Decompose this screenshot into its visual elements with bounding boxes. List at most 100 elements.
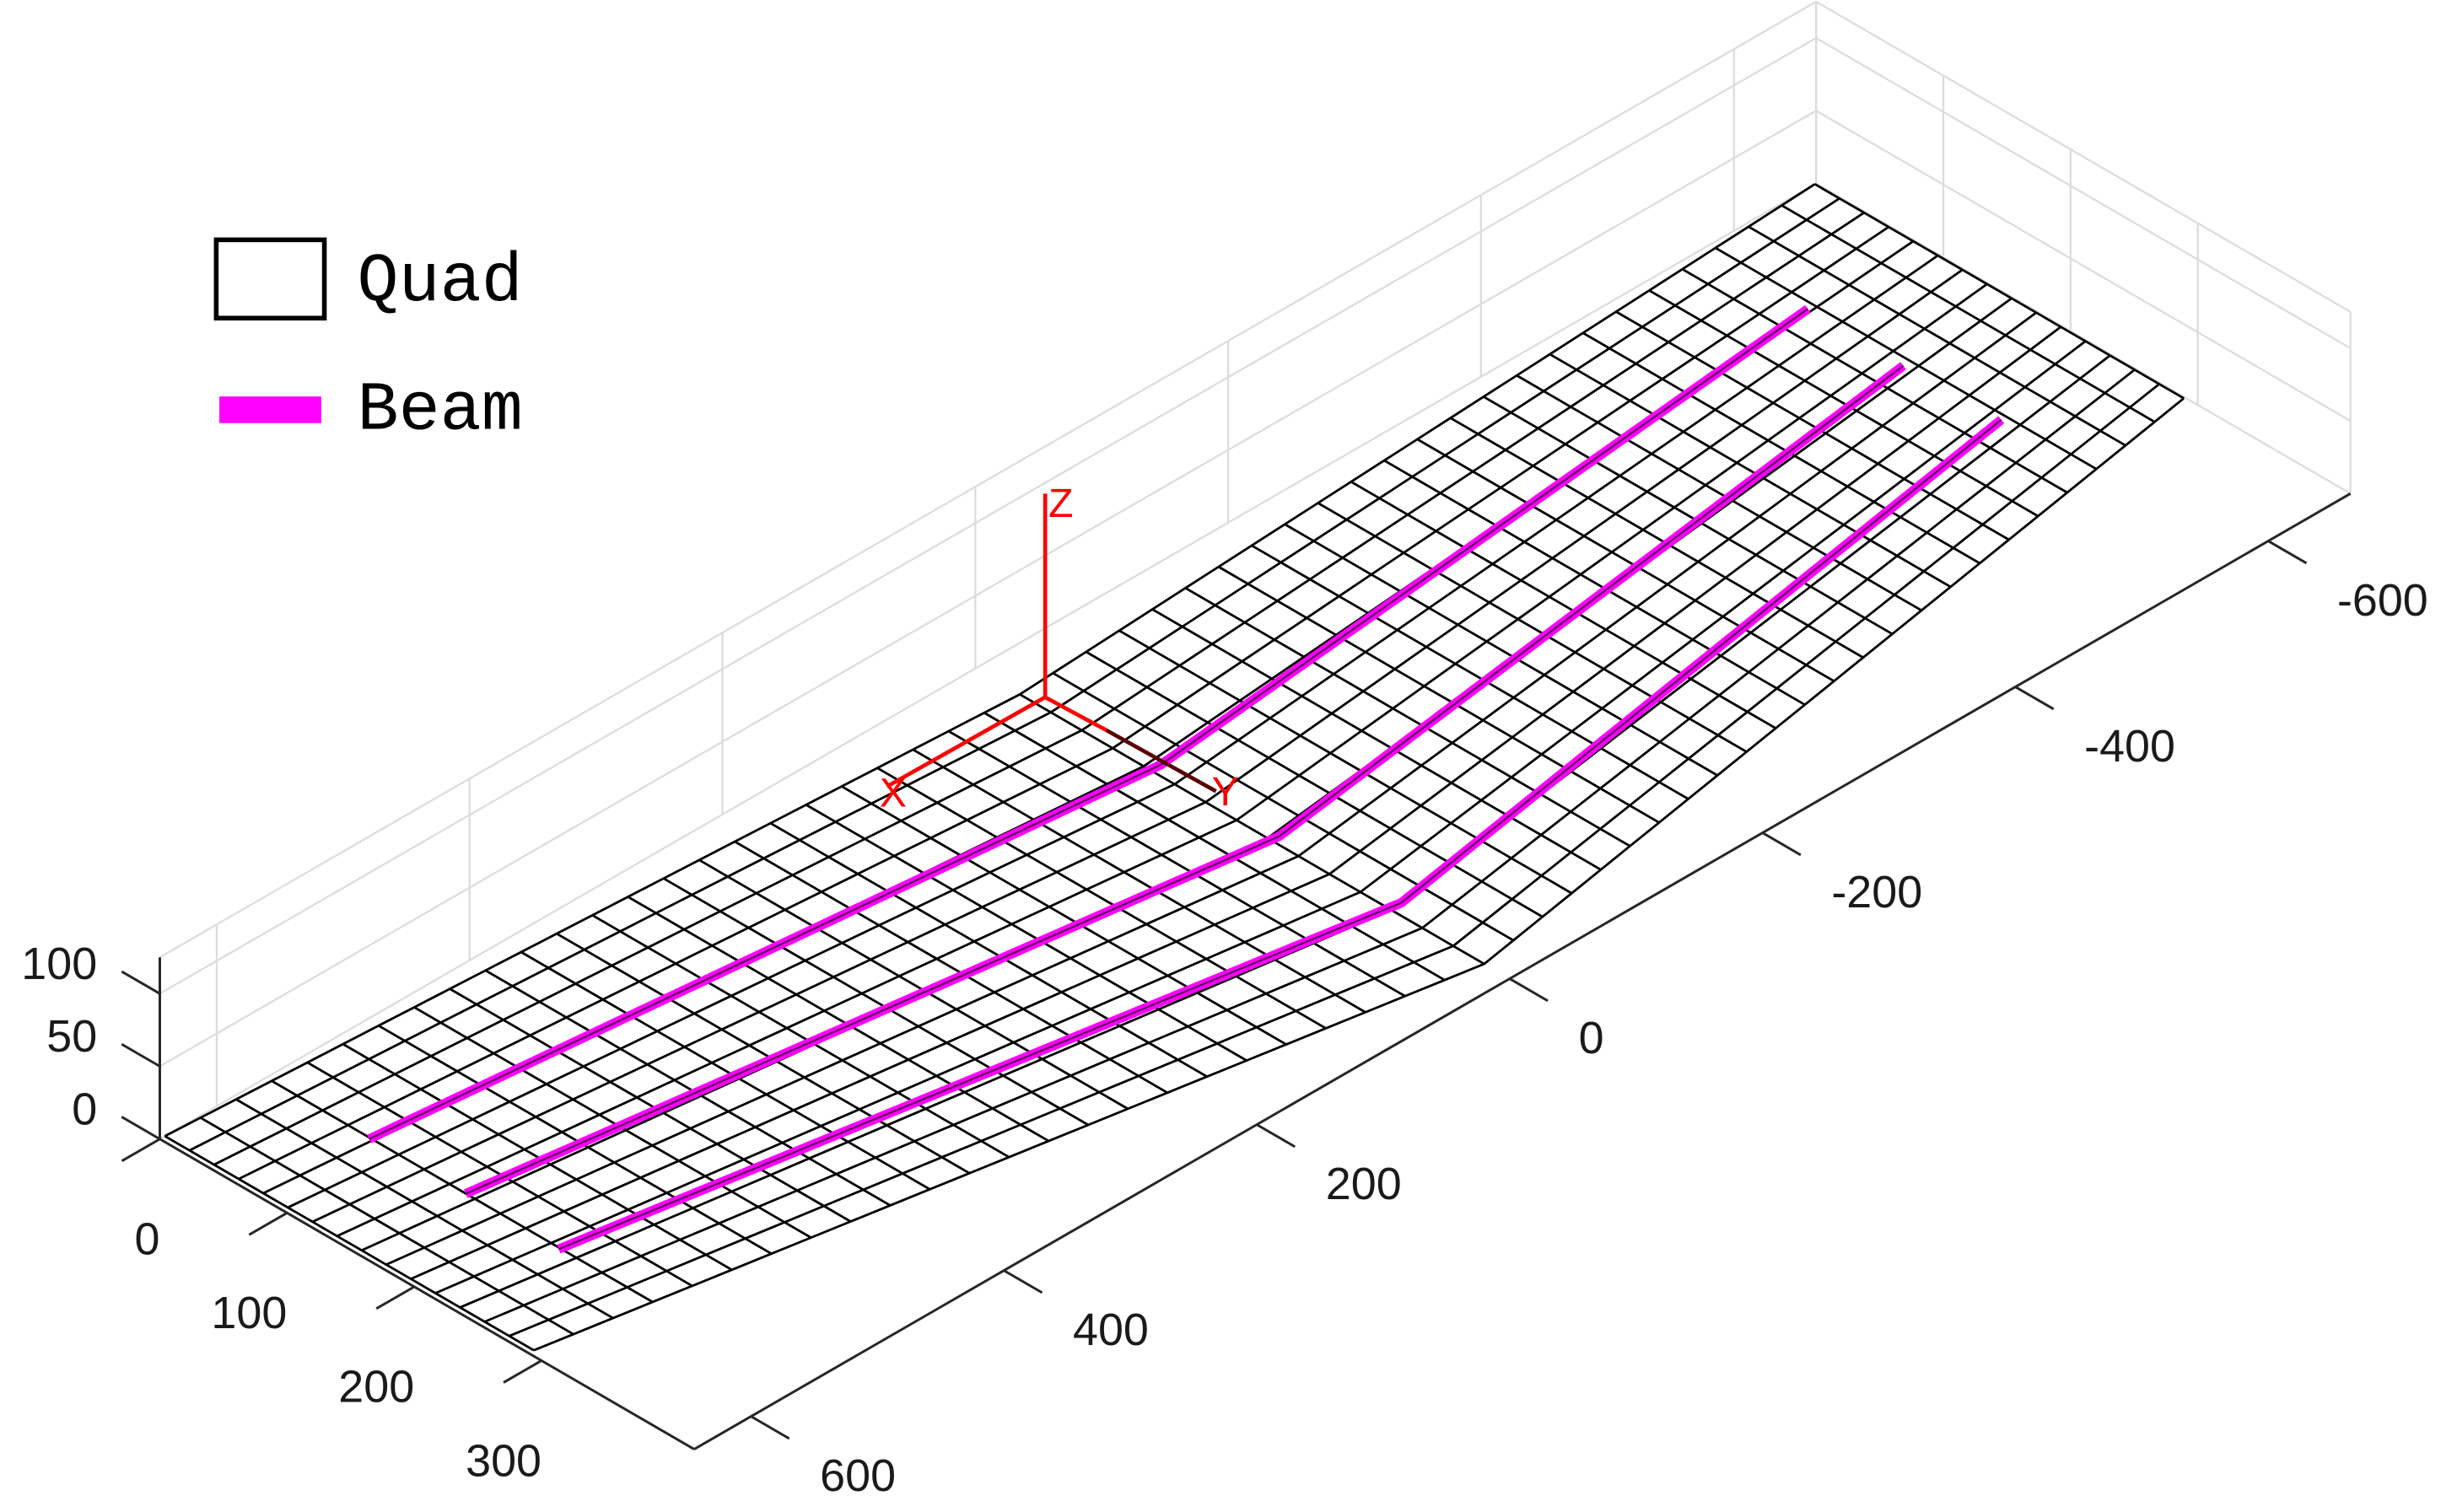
mesh-line bbox=[1284, 523, 1718, 777]
z-tick-label: 50 bbox=[46, 1011, 97, 1062]
mesh-line bbox=[385, 311, 2037, 1266]
quad-mesh bbox=[164, 183, 2185, 1352]
y-tick-label: 200 bbox=[1326, 1159, 1402, 1209]
mesh-line bbox=[509, 383, 2160, 1337]
grid bbox=[159, 1, 2352, 1140]
y-tick-label: 600 bbox=[820, 1450, 896, 1501]
x-axis bbox=[159, 1138, 695, 1450]
mesh-line bbox=[189, 197, 1840, 1152]
mesh-line bbox=[1019, 693, 1485, 966]
mesh-line bbox=[449, 987, 852, 1223]
mesh-line bbox=[1317, 502, 1748, 753]
mesh-line bbox=[556, 932, 971, 1175]
x-tick-label: 0 bbox=[135, 1214, 160, 1265]
mesh-line bbox=[1549, 352, 1952, 589]
x-tick bbox=[503, 1359, 542, 1384]
mesh-line bbox=[806, 804, 1247, 1062]
z-tick bbox=[121, 970, 161, 995]
grid-line bbox=[159, 182, 2352, 1140]
mesh-line bbox=[1813, 183, 2185, 400]
mesh-line bbox=[1118, 629, 1573, 895]
mesh-line bbox=[484, 369, 2136, 1323]
mesh-line bbox=[947, 729, 1406, 998]
mesh-line bbox=[1483, 395, 1894, 636]
axes bbox=[121, 492, 2352, 1450]
legend: Quad Beam bbox=[213, 237, 523, 449]
y-tick-label: -400 bbox=[2084, 721, 2175, 772]
tick-labels: 0 100 200 300 -600 -400 -200 0 200 400 600 0 50 100 bbox=[21, 575, 2427, 1501]
mesh-line bbox=[769, 821, 1208, 1078]
z-tick-label: 0 bbox=[72, 1084, 97, 1134]
mesh-line bbox=[1748, 225, 2126, 447]
beam bbox=[463, 362, 1906, 1198]
triad-label: Y bbox=[1212, 769, 1239, 815]
z-tick bbox=[121, 1116, 161, 1141]
mesh-line bbox=[1383, 459, 1806, 706]
x-tick-label: 300 bbox=[466, 1435, 542, 1486]
legend-label: Quad bbox=[358, 243, 523, 321]
mesh-line bbox=[337, 282, 1988, 1238]
mesh-line bbox=[533, 397, 2185, 1352]
mesh-line bbox=[164, 1135, 535, 1352]
triad-y bbox=[1105, 728, 1217, 794]
mesh-line bbox=[1184, 587, 1631, 847]
mesh-line bbox=[311, 268, 1964, 1224]
y-tick bbox=[1761, 831, 1802, 857]
mesh-line bbox=[1052, 671, 1514, 942]
y-tick bbox=[1509, 977, 1549, 1003]
mesh-line bbox=[698, 858, 1129, 1111]
triad-y bbox=[1044, 695, 1107, 732]
mesh-line bbox=[520, 950, 931, 1191]
mesh-line bbox=[663, 877, 1089, 1127]
mesh-line bbox=[271, 1079, 654, 1304]
mesh-line bbox=[287, 254, 1939, 1209]
mesh-line bbox=[213, 212, 1865, 1166]
mesh-line bbox=[876, 767, 1327, 1030]
z-tick-label: 100 bbox=[21, 939, 97, 989]
x-tick-label: 100 bbox=[211, 1288, 287, 1338]
mesh-line bbox=[1648, 289, 2039, 518]
mesh-line bbox=[238, 225, 1889, 1181]
mesh-line bbox=[591, 914, 1010, 1159]
grid-line bbox=[159, 36, 2352, 995]
mesh-line bbox=[1615, 310, 2010, 541]
y-tick bbox=[1003, 1269, 1043, 1294]
mesh-line bbox=[235, 1098, 614, 1320]
triad-label: X bbox=[880, 771, 907, 816]
legend-label: Beam bbox=[358, 371, 523, 449]
beam-core bbox=[558, 418, 2002, 1251]
mesh-line bbox=[1416, 438, 1835, 682]
box-edge bbox=[159, 1, 1817, 959]
mesh-line bbox=[1218, 565, 1660, 824]
mesh-line bbox=[164, 183, 1816, 1138]
x-tick bbox=[375, 1285, 415, 1310]
mesh-line bbox=[410, 326, 2062, 1280]
triad-label: Z bbox=[1048, 481, 1074, 526]
x-tick bbox=[248, 1212, 288, 1236]
mesh-line bbox=[413, 1006, 812, 1239]
y-tick bbox=[750, 1415, 790, 1440]
mesh-line bbox=[841, 785, 1287, 1046]
mesh-line bbox=[1781, 204, 2156, 423]
axis-triad: X Y Z bbox=[880, 481, 1239, 816]
mesh-line bbox=[484, 969, 892, 1207]
mesh-line bbox=[983, 712, 1446, 982]
y-tick bbox=[2267, 540, 2308, 565]
mesh-line bbox=[434, 340, 2087, 1294]
y-axis bbox=[693, 492, 2352, 1450]
y-tick bbox=[1256, 1123, 1296, 1149]
y-tick-label: -600 bbox=[2337, 575, 2428, 626]
beam-core bbox=[369, 308, 1809, 1140]
mesh-line bbox=[627, 896, 1049, 1143]
x-tick bbox=[121, 1138, 161, 1162]
legend-swatch-quad bbox=[213, 237, 327, 321]
beams bbox=[367, 304, 2005, 1254]
z-tick bbox=[121, 1042, 161, 1068]
grid-line bbox=[159, 109, 2352, 1068]
mesh-line bbox=[1715, 246, 2098, 471]
legend-swatch-beam bbox=[219, 396, 321, 423]
mesh-line bbox=[1516, 374, 1922, 612]
mesh-line bbox=[912, 748, 1366, 1014]
